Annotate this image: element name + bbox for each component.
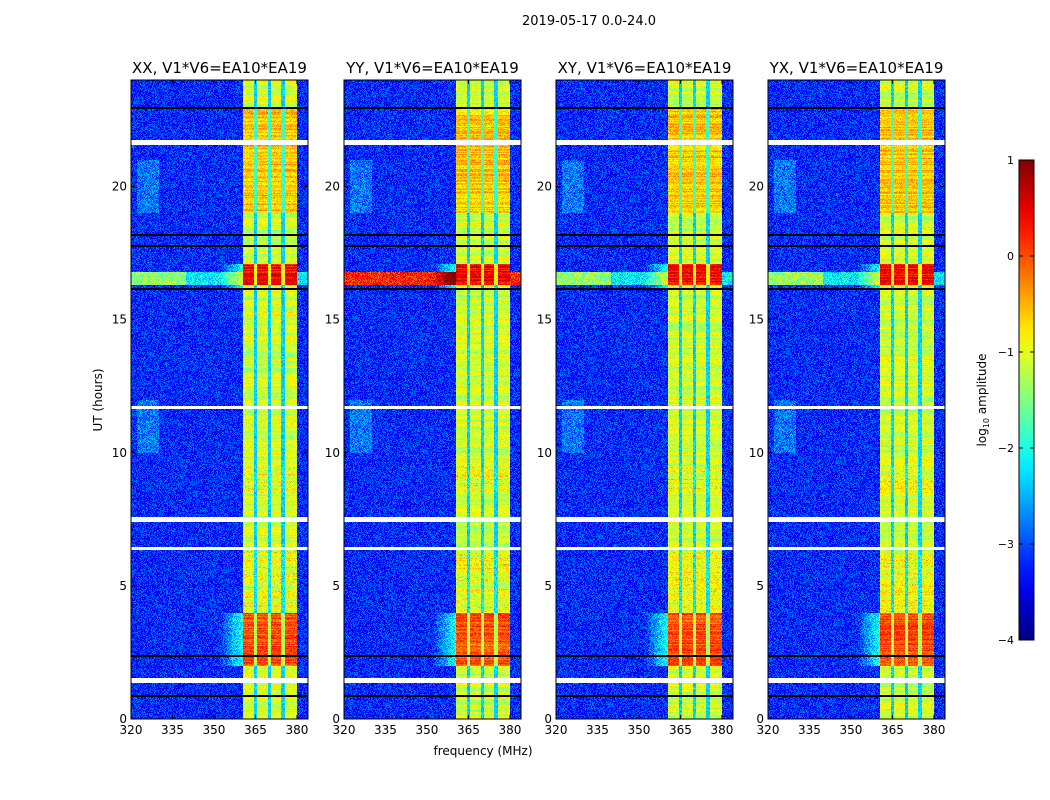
y-tick-label: 15 [325, 313, 340, 327]
heatmap-yy [344, 80, 521, 719]
y-tick-label: 10 [537, 446, 552, 460]
panel-title: XY, V1*V6=EA10*EA19 [558, 59, 732, 77]
colorbar-tick-label: 1 [1007, 154, 1014, 167]
axes-frame-yx [767, 79, 946, 720]
y-tick-label: 0 [544, 712, 552, 726]
y-tick-label: 10 [749, 446, 764, 460]
x-tick-label: 380 [498, 723, 521, 737]
y-tick-label: 20 [112, 180, 127, 194]
x-tick-label: 335 [586, 723, 609, 737]
colorbar-label: log10 amplitude [975, 354, 991, 447]
x-tick-label: 320 [333, 723, 356, 737]
colorbar-label-log: log [975, 428, 989, 446]
axes-frame-xy [555, 79, 734, 720]
colorbar-tick-label: −1 [998, 346, 1014, 359]
axes-frame-xx [130, 79, 309, 720]
x-tick-label: 365 [881, 723, 904, 737]
panel-title: YX, V1*V6=EA10*EA19 [769, 59, 944, 77]
y-tick-label: 5 [119, 579, 127, 593]
panel-title: YY, V1*V6=EA10*EA19 [345, 59, 519, 77]
y-tick-label: 0 [119, 712, 127, 726]
figure-title: 2019-05-17 0.0-24.0 [522, 14, 656, 29]
x-tick-label: 335 [374, 723, 397, 737]
colorbar [1018, 159, 1035, 641]
x-tick-label: 350 [840, 723, 863, 737]
x-tick-label: 335 [798, 723, 821, 737]
x-tick-label: 365 [669, 723, 692, 737]
colorbar-tick-label: −3 [998, 538, 1014, 551]
x-tick-label: 380 [922, 723, 945, 737]
y-tick-label: 15 [537, 313, 552, 327]
x-tick-label: 320 [757, 723, 780, 737]
y-tick-label: 10 [325, 446, 340, 460]
x-tick-label: 365 [457, 723, 480, 737]
x-tick-label: 335 [161, 723, 184, 737]
y-tick-label: 0 [756, 712, 764, 726]
x-tick-label: 350 [628, 723, 651, 737]
colorbar-tick-label: −2 [998, 442, 1014, 455]
y-tick-label: 0 [332, 712, 340, 726]
y-tick-label: 10 [112, 446, 127, 460]
colorbar-tick-label: −4 [998, 634, 1014, 647]
colorbar-tick-label: 0 [1007, 250, 1014, 263]
colorbar-label-rest: amplitude [975, 354, 989, 418]
axes-frame-yy [343, 79, 522, 720]
panel-title: XX, V1*V6=EA10*EA19 [132, 59, 307, 77]
x-axis-label: frequency (MHz) [433, 744, 532, 758]
x-tick-label: 320 [120, 723, 143, 737]
heatmap-xy [556, 80, 733, 719]
y-tick-label: 15 [749, 313, 764, 327]
y-tick-label: 15 [112, 313, 127, 327]
x-tick-label: 380 [710, 723, 733, 737]
y-tick-label: 5 [332, 579, 340, 593]
heatmap-xx [131, 80, 308, 719]
colorbar-label-sub: 10 [982, 418, 991, 428]
y-tick-label: 20 [537, 180, 552, 194]
heatmap-yx [768, 80, 945, 719]
y-tick-label: 20 [749, 180, 764, 194]
x-tick-label: 365 [244, 723, 267, 737]
x-tick-label: 380 [285, 723, 308, 737]
x-tick-label: 350 [203, 723, 226, 737]
y-axis-label: UT (hours) [91, 368, 105, 431]
y-tick-label: 5 [544, 579, 552, 593]
y-tick-label: 5 [756, 579, 764, 593]
y-tick-label: 20 [325, 180, 340, 194]
x-tick-label: 320 [545, 723, 568, 737]
x-tick-label: 350 [416, 723, 439, 737]
